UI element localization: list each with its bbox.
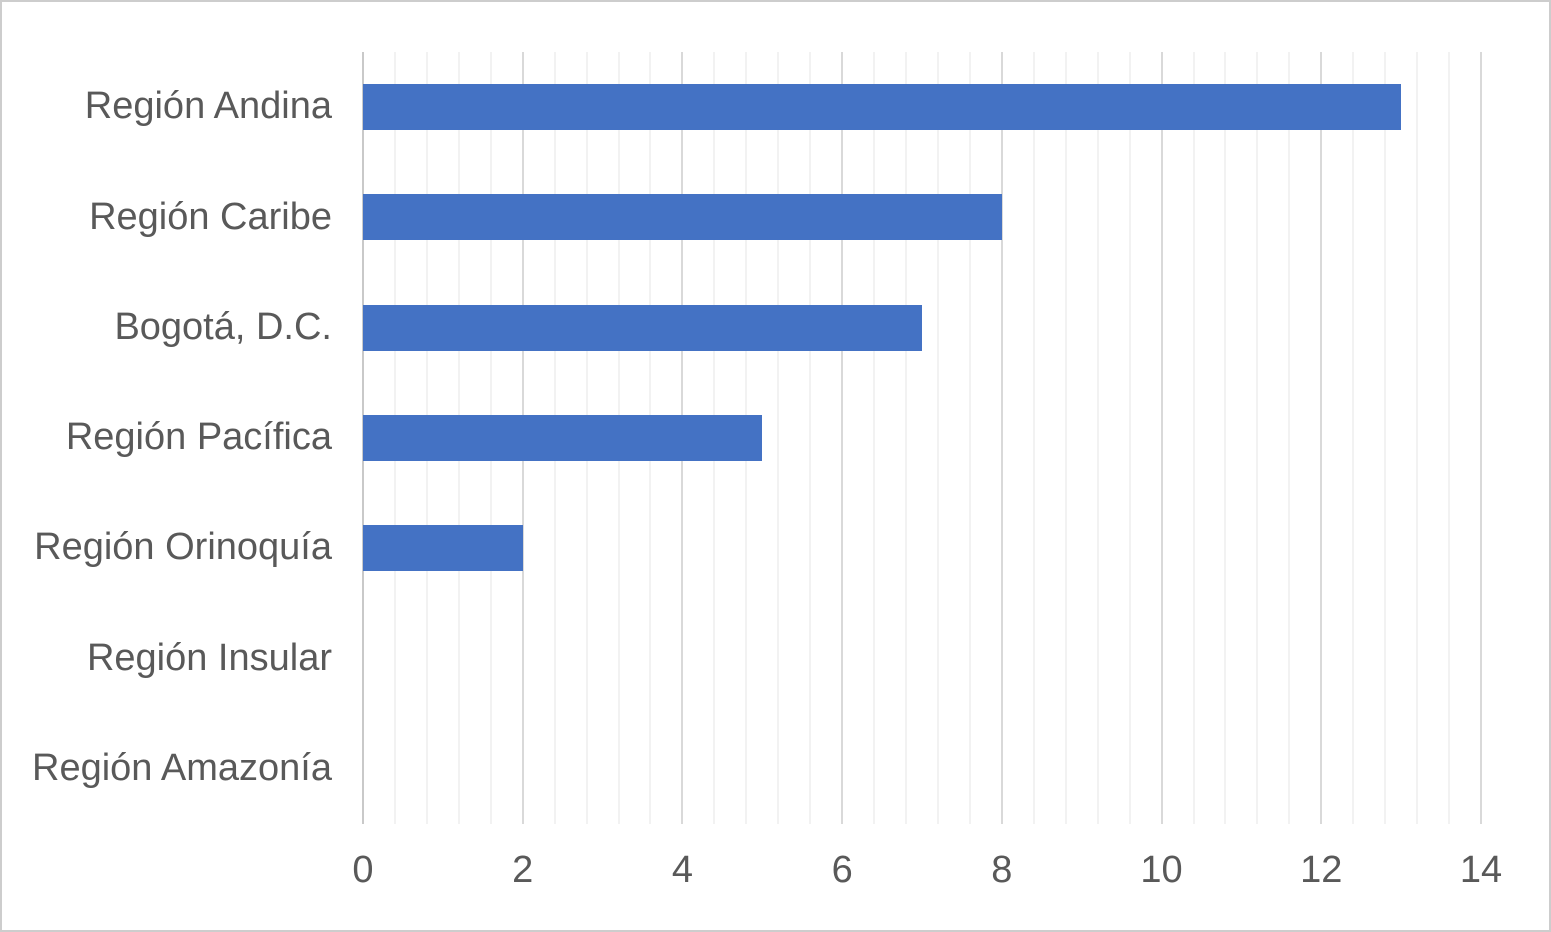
minor-gridline <box>1096 52 1099 824</box>
major-gridline <box>1480 52 1482 824</box>
minor-gridline <box>809 52 812 824</box>
minor-gridline <box>905 52 908 824</box>
category-label: Región Amazonía <box>32 746 332 789</box>
minor-gridline <box>777 52 780 824</box>
y-axis-category-labels: Región Andina Región Caribe Bogotá, D.C. Re… <box>2 52 332 824</box>
bar-3 <box>363 304 922 351</box>
minor-gridline <box>1448 52 1451 824</box>
major-gridline <box>841 52 844 824</box>
minor-gridline <box>873 52 876 824</box>
plot-area <box>362 52 1482 824</box>
minor-gridline <box>1128 52 1131 824</box>
minor-gridline <box>1064 52 1067 824</box>
category-label: Región Orinoquía <box>34 526 332 569</box>
minor-gridline <box>1384 52 1387 824</box>
x-axis-tick-labels: 0 2 4 6 8 10 12 14 <box>352 842 1502 912</box>
x-tick-label: 14 <box>1459 849 1503 891</box>
major-gridline <box>1320 52 1323 824</box>
category-label: Región Pacífica <box>65 416 332 459</box>
minor-gridline <box>936 52 939 824</box>
minor-gridline <box>1224 52 1227 824</box>
bar-2 <box>363 194 1002 241</box>
category-label: Región Insular <box>86 636 332 679</box>
minor-gridline <box>1416 52 1419 824</box>
minor-gridline <box>1288 52 1291 824</box>
x-tick-label: 0 <box>352 849 374 891</box>
x-tick-label: 8 <box>991 849 1013 891</box>
minor-gridline <box>1192 52 1195 824</box>
bar-4 <box>363 415 763 461</box>
minor-gridline <box>968 52 971 824</box>
x-tick-label: 4 <box>671 849 693 891</box>
x-tick-label: 2 <box>512 849 534 891</box>
minor-gridline <box>1256 52 1259 824</box>
minor-gridline <box>1352 52 1355 824</box>
category-label: Región Caribe <box>89 195 332 238</box>
x-tick-label: 6 <box>831 849 853 891</box>
bar-1 <box>363 84 1402 131</box>
bar-5 <box>363 525 523 572</box>
major-gridline <box>1000 52 1003 824</box>
category-label: Región Andina <box>84 85 332 128</box>
category-label: Bogotá, D.C. <box>114 305 332 348</box>
x-tick-label: 10 <box>1140 849 1183 891</box>
minor-gridline <box>1032 52 1035 824</box>
major-gridline <box>1160 52 1163 824</box>
x-tick-label: 12 <box>1300 849 1343 891</box>
